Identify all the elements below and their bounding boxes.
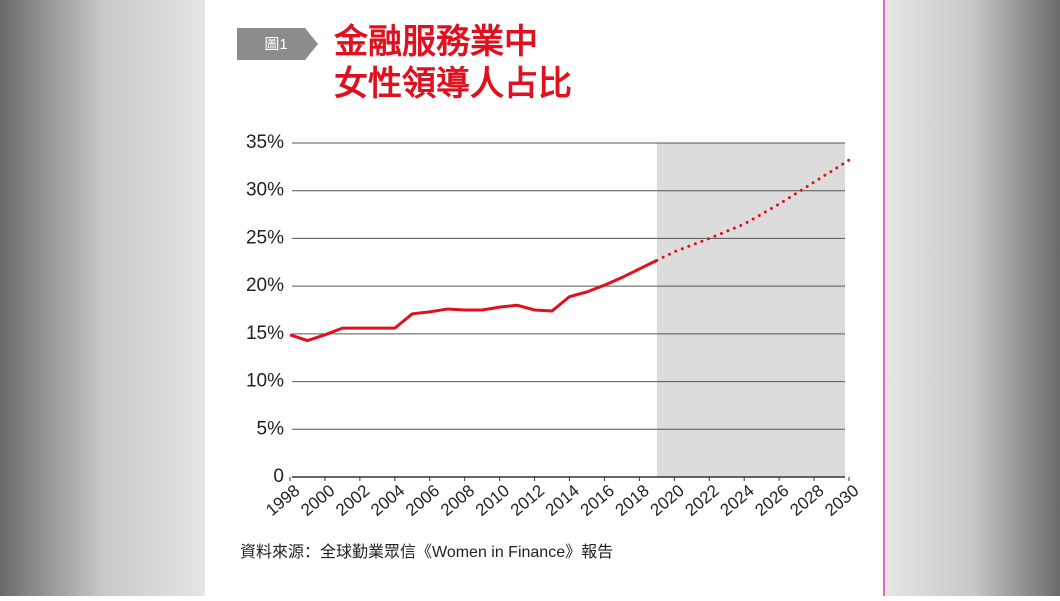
y-tick-label: 5%: [257, 418, 285, 439]
title-line: 女性領導人占比: [334, 64, 572, 104]
y-tick-label: 35%: [246, 132, 284, 153]
y-tick-label: 25%: [246, 227, 284, 248]
y-tick-label: 0: [273, 466, 284, 487]
title-line: 金融服務業中: [333, 22, 538, 62]
source: 資料來源：全球勤業眾信《Women in Finance》報告: [240, 543, 613, 561]
forecast-shade: [656, 143, 845, 477]
y-tick-label: 20%: [246, 275, 284, 296]
y-tick-label: 30%: [246, 180, 284, 201]
series-line: [289, 259, 658, 343]
y-tick-label: 15%: [246, 323, 284, 344]
badge: [237, 28, 318, 60]
series-line: [655, 158, 851, 262]
side-right: [885, 0, 1060, 596]
side-left: [0, 0, 205, 596]
y-tick-label: 10%: [246, 371, 284, 392]
badge-text: 圖1: [264, 36, 287, 53]
